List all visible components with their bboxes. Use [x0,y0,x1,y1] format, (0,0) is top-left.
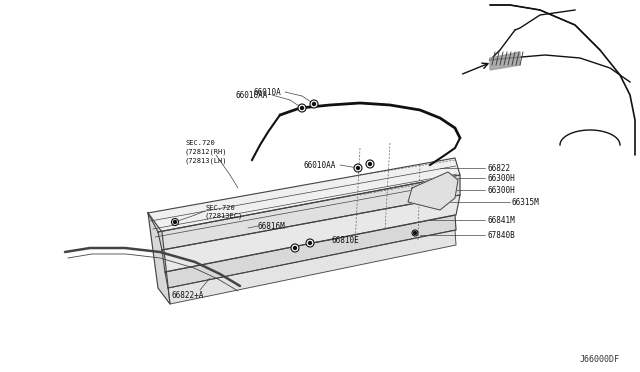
Text: 66010AA: 66010AA [236,90,268,99]
Text: 67840B: 67840B [487,231,515,240]
Polygon shape [162,195,460,272]
Circle shape [172,218,179,225]
Circle shape [312,103,316,106]
Circle shape [354,164,362,172]
Polygon shape [148,158,460,232]
Circle shape [294,247,296,250]
Text: 66315M: 66315M [512,198,540,206]
Circle shape [301,106,303,109]
Circle shape [412,230,418,236]
Text: 66010AA: 66010AA [303,160,336,170]
Circle shape [173,221,177,224]
Text: 66816M: 66816M [258,221,285,231]
Text: (72813(LH): (72813(LH) [185,158,227,164]
Text: 66841M: 66841M [487,215,515,224]
Circle shape [291,244,299,252]
Text: 66822: 66822 [487,164,510,173]
Text: SEC.720: SEC.720 [205,205,235,211]
Polygon shape [490,52,520,70]
Circle shape [298,104,306,112]
Text: (72812(RH): (72812(RH) [185,149,227,155]
Polygon shape [158,175,460,250]
Text: 66822+A: 66822+A [172,291,204,299]
Circle shape [356,167,360,170]
Text: 66300H: 66300H [487,173,515,183]
Polygon shape [148,213,170,304]
Text: 66810E: 66810E [332,235,360,244]
Text: J66000DF: J66000DF [580,356,620,365]
Circle shape [413,231,417,234]
Text: (72813EC): (72813EC) [205,213,243,219]
Circle shape [310,100,318,108]
Polygon shape [408,172,458,210]
Circle shape [306,239,314,247]
Text: 66010A: 66010A [253,87,281,96]
Text: SEC.720: SEC.720 [185,140,215,146]
Circle shape [369,163,371,166]
Polygon shape [168,230,456,304]
Text: 66300H: 66300H [487,186,515,195]
Circle shape [366,160,374,168]
Polygon shape [165,215,456,288]
Circle shape [308,241,312,244]
